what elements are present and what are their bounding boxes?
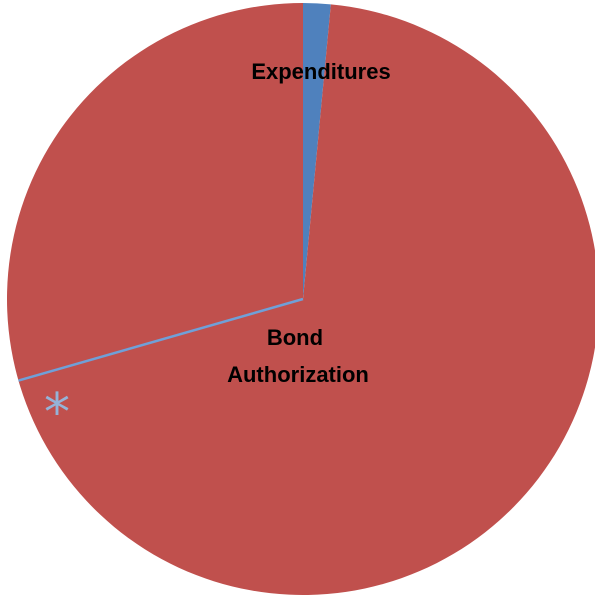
slice-label-expenditures: Expenditures [251,59,390,84]
slice-label-bond-line-1: Bond [267,325,323,350]
slice-label-bond-line-2: Authorization [227,362,369,387]
slice-label-bond-authorization: Bond Authorization [227,325,369,387]
pie-slice-expenditures [303,3,331,299]
separator-line [18,297,304,382]
asterisk-marker: * [44,383,70,443]
